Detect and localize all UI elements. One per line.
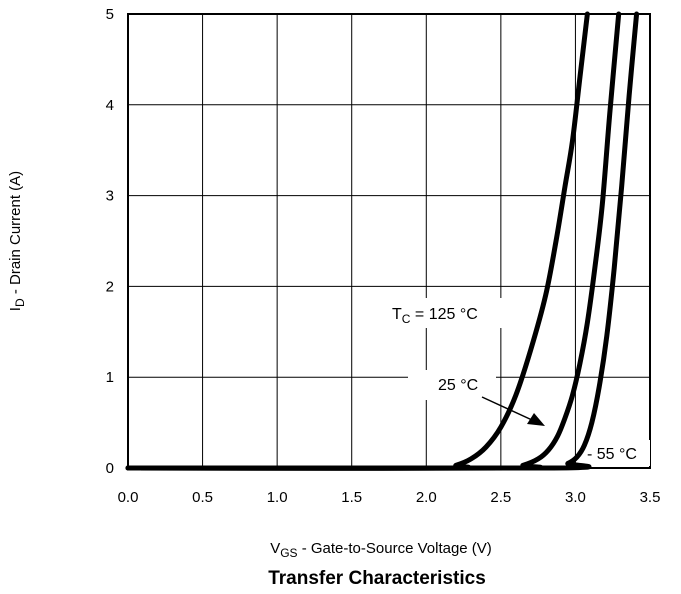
x-tick-labels: 0.0 0.5 1.0 1.5 2.0 2.5 3.0 3.5 — [118, 489, 661, 506]
x-tick-label-6: 3.0 — [565, 489, 586, 506]
annotation-25c-arrow-head — [527, 413, 545, 426]
y-tick-label-0: 0 — [106, 460, 114, 477]
y-axis-label: ID - Drain Current (A) — [7, 171, 27, 311]
curve-2 — [125, 11, 640, 471]
chart-title: Transfer Characteristics — [268, 568, 486, 589]
y-tick-label-3: 3 — [106, 188, 114, 205]
y-tick-label-5: 5 — [106, 6, 114, 23]
annotation-55c-bg — [582, 440, 650, 466]
x-axis-label: VGS - Gate-to-Source Voltage (V) — [270, 540, 492, 560]
x-tick-label-7: 3.5 — [640, 489, 661, 506]
annotation-125c-bg — [384, 298, 514, 328]
y-tick-labels: 0 1 2 3 4 5 — [106, 6, 114, 477]
x-tick-label-2: 1.0 — [267, 489, 288, 506]
curve-1 — [125, 11, 622, 471]
annotation-55c: - 55 °C — [587, 446, 637, 463]
annotation-25c-arrow-line — [481, 396, 533, 421]
x-tick-label-3: 1.5 — [341, 489, 362, 506]
y-tick-label-2: 2 — [106, 278, 114, 295]
annotation-25c-bg — [408, 370, 496, 400]
annotation-125c: TC = 125 °C — [392, 306, 478, 326]
curve-0 — [125, 11, 590, 471]
x-tick-label-0: 0.0 — [118, 489, 139, 506]
x-tick-label-4: 2.0 — [416, 489, 437, 506]
y-tick-label-4: 4 — [106, 97, 114, 114]
y-tick-label-1: 1 — [106, 369, 114, 386]
annotation-25c: 25 °C — [438, 377, 478, 394]
curves — [125, 11, 640, 471]
x-tick-label-1: 0.5 — [192, 489, 213, 506]
x-tick-label-5: 2.5 — [490, 489, 511, 506]
